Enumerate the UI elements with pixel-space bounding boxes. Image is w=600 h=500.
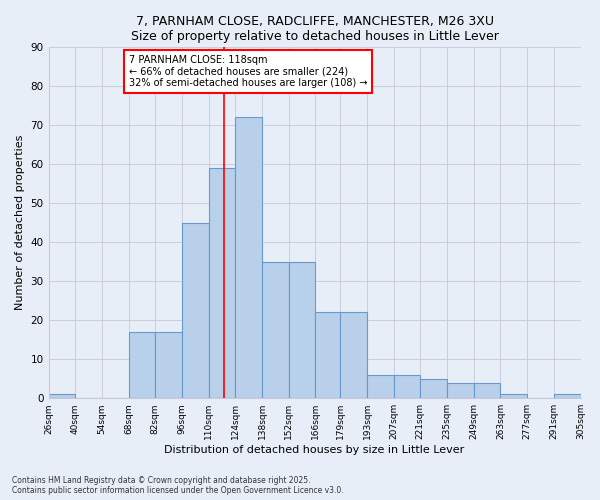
Bar — [262, 262, 289, 398]
X-axis label: Distribution of detached houses by size in Little Lever: Distribution of detached houses by size … — [164, 445, 464, 455]
Bar — [49, 394, 75, 398]
Bar — [421, 378, 447, 398]
Bar — [128, 332, 155, 398]
Bar — [209, 168, 235, 398]
Title: 7, PARNHAM CLOSE, RADCLIFFE, MANCHESTER, M26 3XU
Size of property relative to de: 7, PARNHAM CLOSE, RADCLIFFE, MANCHESTER,… — [131, 15, 499, 43]
Bar — [474, 382, 500, 398]
Bar — [289, 262, 316, 398]
Bar — [554, 394, 581, 398]
Bar — [394, 375, 421, 398]
Bar — [235, 117, 262, 398]
Bar — [182, 222, 209, 398]
Bar — [340, 312, 367, 398]
Bar — [447, 382, 474, 398]
Bar — [155, 332, 182, 398]
Text: Contains HM Land Registry data © Crown copyright and database right 2025.
Contai: Contains HM Land Registry data © Crown c… — [12, 476, 344, 495]
Y-axis label: Number of detached properties: Number of detached properties — [15, 135, 25, 310]
Bar — [367, 375, 394, 398]
Text: 7 PARNHAM CLOSE: 118sqm
← 66% of detached houses are smaller (224)
32% of semi-d: 7 PARNHAM CLOSE: 118sqm ← 66% of detache… — [128, 55, 367, 88]
Bar — [316, 312, 340, 398]
Bar — [500, 394, 527, 398]
